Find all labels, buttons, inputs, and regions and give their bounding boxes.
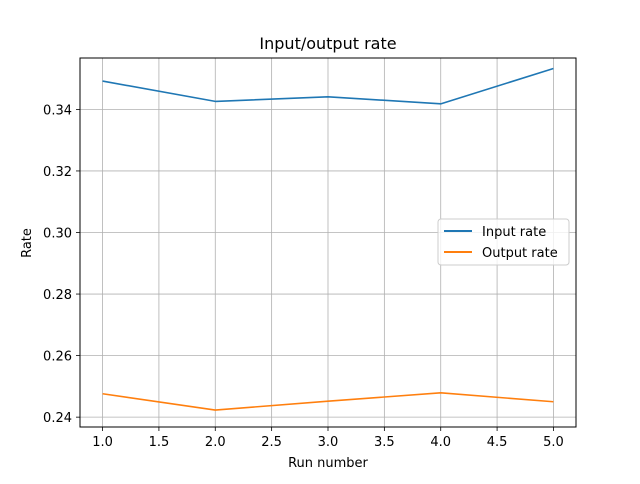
y-tick-label: 0.24 [43, 411, 72, 426]
legend: Input rate Output rate [438, 219, 569, 265]
legend-label-input-rate: Input rate [482, 225, 546, 240]
legend-label-output-rate: Output rate [482, 246, 558, 261]
x-axis-label: Run number [288, 456, 368, 471]
x-tick-label: 1.0 [92, 435, 113, 450]
y-tick-label: 0.32 [43, 165, 72, 180]
y-tick-label: 0.26 [43, 350, 72, 365]
x-tick-label: 5.0 [543, 435, 564, 450]
x-tick-label: 3.5 [374, 435, 395, 450]
x-tick-label: 4.0 [430, 435, 451, 450]
y-axis-label: Rate [20, 228, 35, 258]
y-tick-label: 0.34 [43, 103, 72, 118]
x-tick-label: 3.0 [318, 435, 339, 450]
x-tick-label: 2.5 [261, 435, 282, 450]
y-tick-label: 0.28 [43, 288, 72, 303]
x-tick-label: 4.5 [487, 435, 508, 450]
y-tick-label: 0.30 [43, 226, 72, 241]
x-tick-label: 2.0 [205, 435, 226, 450]
x-tick-label: 1.5 [149, 435, 170, 450]
chart-title: Input/output rate [259, 34, 396, 53]
